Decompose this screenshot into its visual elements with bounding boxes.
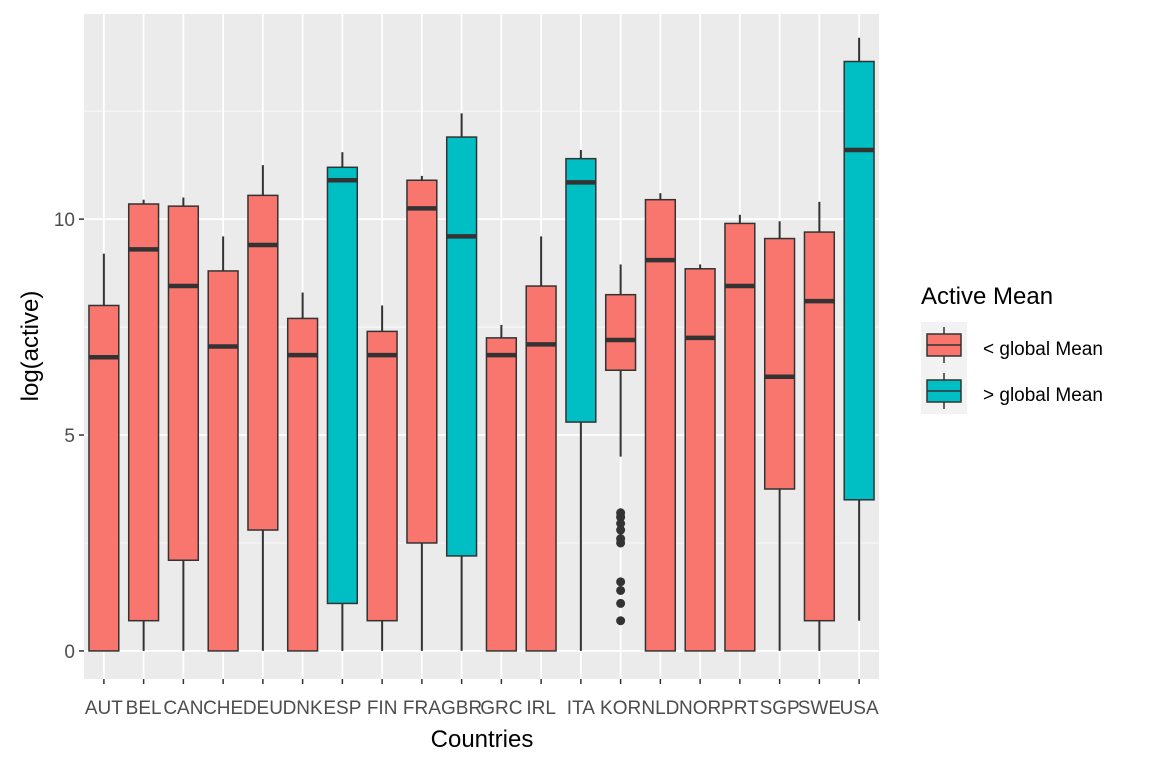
box-nld — [644, 198, 677, 652]
box-nor — [684, 268, 716, 652]
outlier-point — [616, 519, 626, 529]
outlier-point — [616, 585, 626, 595]
box-deu — [247, 194, 279, 531]
outlier-point — [616, 577, 626, 587]
x-tick-label: USA — [840, 698, 879, 719]
medians — [88, 147, 875, 379]
box-gbr — [445, 136, 478, 557]
x-tick-label: ESP — [323, 698, 361, 719]
legend-label-above: > global Mean — [983, 385, 1103, 406]
box-aut — [88, 304, 120, 652]
x-tick-label: BEL — [126, 698, 162, 719]
x-tick-label: KOR — [600, 698, 641, 719]
outlier-point — [616, 538, 626, 548]
box-sgp — [763, 237, 796, 490]
legend: Active Mean < global Mean > global Mean — [921, 283, 1103, 414]
box-che — [207, 270, 239, 652]
plot-panel — [84, 14, 879, 679]
outlier-point — [616, 598, 626, 608]
box-dnk — [286, 317, 319, 652]
x-tick-label: IRL — [526, 698, 556, 719]
x-tick-label: CAN — [163, 698, 203, 719]
x-tick-label: CHE — [203, 698, 243, 719]
box-fin — [366, 330, 398, 622]
x-tick-label: FRA — [403, 698, 441, 719]
x-tick-label: SGP — [760, 698, 800, 719]
x-tick-label: FIN — [367, 698, 398, 719]
box-irl — [525, 285, 557, 652]
x-tick-label: SWE — [798, 698, 841, 719]
box-prt — [724, 222, 756, 652]
x-tick-label: DNK — [283, 698, 323, 719]
box-esp — [326, 166, 359, 605]
box-can — [167, 205, 200, 561]
outlier-point — [616, 512, 626, 522]
box-usa — [843, 60, 875, 501]
x-tick-label: AUT — [85, 698, 123, 719]
box-ita — [565, 157, 597, 423]
y-tick-label: 0 — [64, 642, 75, 663]
x-tick-label: GRC — [480, 698, 522, 719]
x-tick-label: GBR — [441, 698, 482, 719]
box-kor — [604, 293, 637, 372]
legend-keys — [921, 322, 967, 414]
box-grc — [485, 337, 518, 652]
x-tick-label: NLD — [641, 698, 679, 719]
x-axis-title: Countries — [431, 726, 534, 753]
y-axis-ticks: 0 5 10 — [54, 210, 84, 663]
outlier-point — [616, 525, 626, 535]
y-axis-title: log(active) — [17, 291, 44, 402]
outlier-point — [616, 616, 626, 626]
x-tick-label: NOR — [679, 698, 721, 719]
whiskers — [102, 37, 861, 651]
x-tick-label: PRT — [721, 698, 759, 719]
box-fra — [406, 179, 438, 544]
y-tick-label: 5 — [64, 426, 75, 447]
legend-title: Active Mean — [921, 283, 1053, 310]
boxes — [88, 60, 875, 652]
x-tick-label: ITA — [567, 698, 595, 719]
x-tick-label: DEU — [243, 698, 283, 719]
box-swe — [803, 231, 836, 622]
y-tick-label: 10 — [54, 210, 75, 231]
legend-label-below: < global Mean — [983, 339, 1103, 360]
box-bel — [127, 203, 160, 622]
outliers — [616, 508, 626, 626]
